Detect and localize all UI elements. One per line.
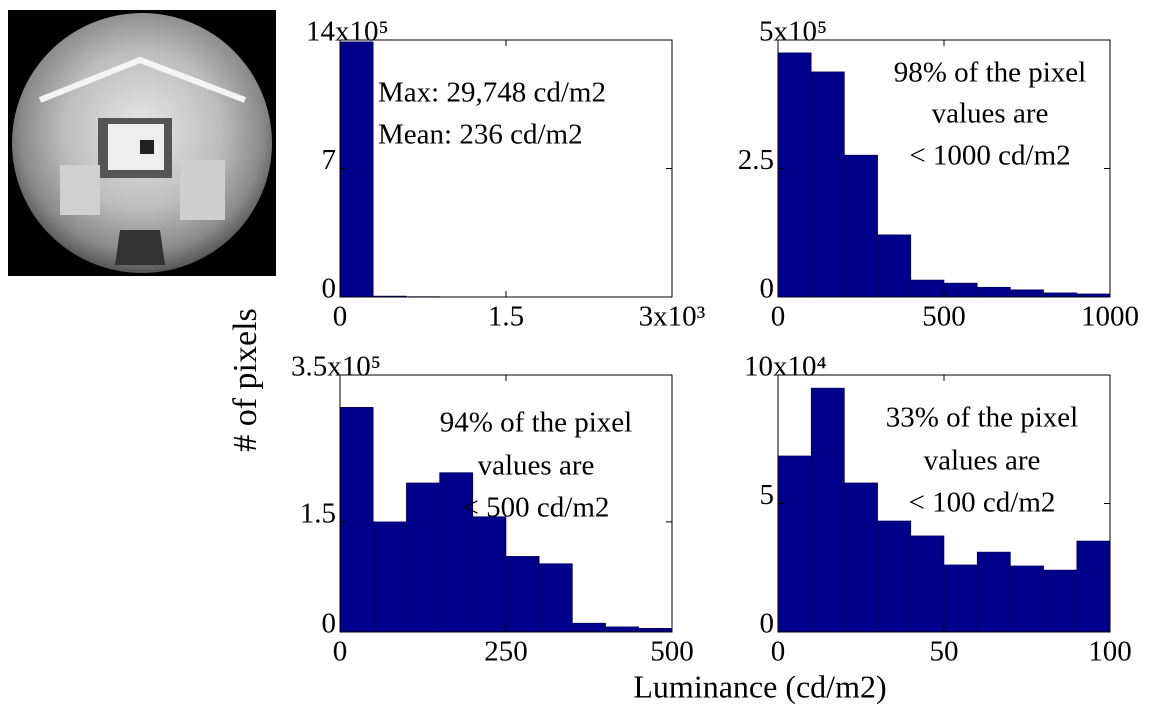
x-tick-label: 500	[650, 636, 694, 668]
bar	[810, 71, 845, 298]
x-tick-label: 0	[333, 636, 348, 668]
bar	[1043, 292, 1078, 298]
y-axis-label: # of pixels	[227, 308, 264, 452]
bar	[1076, 540, 1111, 633]
x-tick-label: 100	[1088, 636, 1132, 668]
x-tick-label: 1.5	[488, 301, 524, 333]
x-tick-label: 0	[333, 301, 348, 333]
x-tick-label: 3x10³	[639, 301, 706, 333]
annotation: values are	[924, 445, 1041, 477]
annotation: 94% of the pixel	[440, 407, 632, 439]
y-tick-label: 0	[322, 273, 337, 305]
annotation: Mean: 236 cd/m2	[378, 119, 583, 151]
bar	[1043, 569, 1078, 633]
x-tick-label: 500	[922, 301, 966, 333]
bar	[505, 556, 540, 633]
x-tick-label: 1000	[1081, 301, 1139, 333]
y-tick-label: 1.5	[300, 498, 336, 530]
bar	[976, 286, 1011, 298]
y-tick-label: 3.5x10⁵	[291, 351, 381, 383]
bar	[777, 52, 812, 298]
annotation: < 500 cd/m2	[463, 492, 610, 524]
x-tick-label: 250	[484, 636, 528, 668]
bar	[572, 622, 606, 633]
annotation: Max: 29,748 cd/m2	[378, 77, 606, 109]
annotation: values are	[932, 98, 1049, 130]
bar	[538, 563, 573, 633]
y-tick-label: 5	[760, 479, 775, 511]
x-tick-label: 0	[771, 301, 786, 333]
bar	[472, 516, 507, 633]
bar	[910, 279, 945, 298]
y-tick-label: 7	[322, 144, 337, 176]
annotation: < 100 cd/m2	[909, 487, 1056, 519]
bar	[406, 482, 440, 633]
y-tick-label: 2.5	[738, 144, 774, 176]
bar	[877, 520, 912, 633]
annotation: 98% of the pixel	[894, 57, 1086, 89]
bar	[638, 628, 673, 633]
bar	[777, 455, 812, 633]
bar	[372, 521, 407, 633]
y-tick-label: 0	[760, 273, 775, 305]
annotation: values are	[478, 450, 595, 482]
y-tick-label: 5x10⁵	[759, 16, 827, 48]
bar	[943, 564, 978, 633]
bar	[810, 387, 845, 633]
bar	[339, 407, 374, 633]
bar	[1010, 289, 1044, 298]
bar	[844, 154, 878, 298]
y-tick-label: 0	[322, 608, 337, 640]
bar	[339, 41, 374, 298]
annotation: < 1000 cd/m2	[909, 140, 1070, 172]
fisheye-photo	[8, 10, 276, 276]
x-tick-label: 50	[930, 636, 959, 668]
bar	[976, 551, 1011, 633]
bar	[605, 626, 640, 633]
x-tick-label: 0	[771, 636, 786, 668]
bar	[910, 535, 945, 633]
x-axis-label: Luminance (cd/m2)	[633, 668, 886, 704]
y-tick-label: 14x10⁵	[306, 16, 389, 48]
y-tick-label: 0	[760, 608, 775, 640]
bar	[1010, 565, 1044, 633]
annotation: 33% of the pixel	[886, 402, 1078, 434]
bar	[943, 282, 978, 298]
y-tick-label: 10x10⁴	[744, 351, 827, 383]
bar	[844, 482, 878, 633]
bar	[877, 234, 912, 298]
